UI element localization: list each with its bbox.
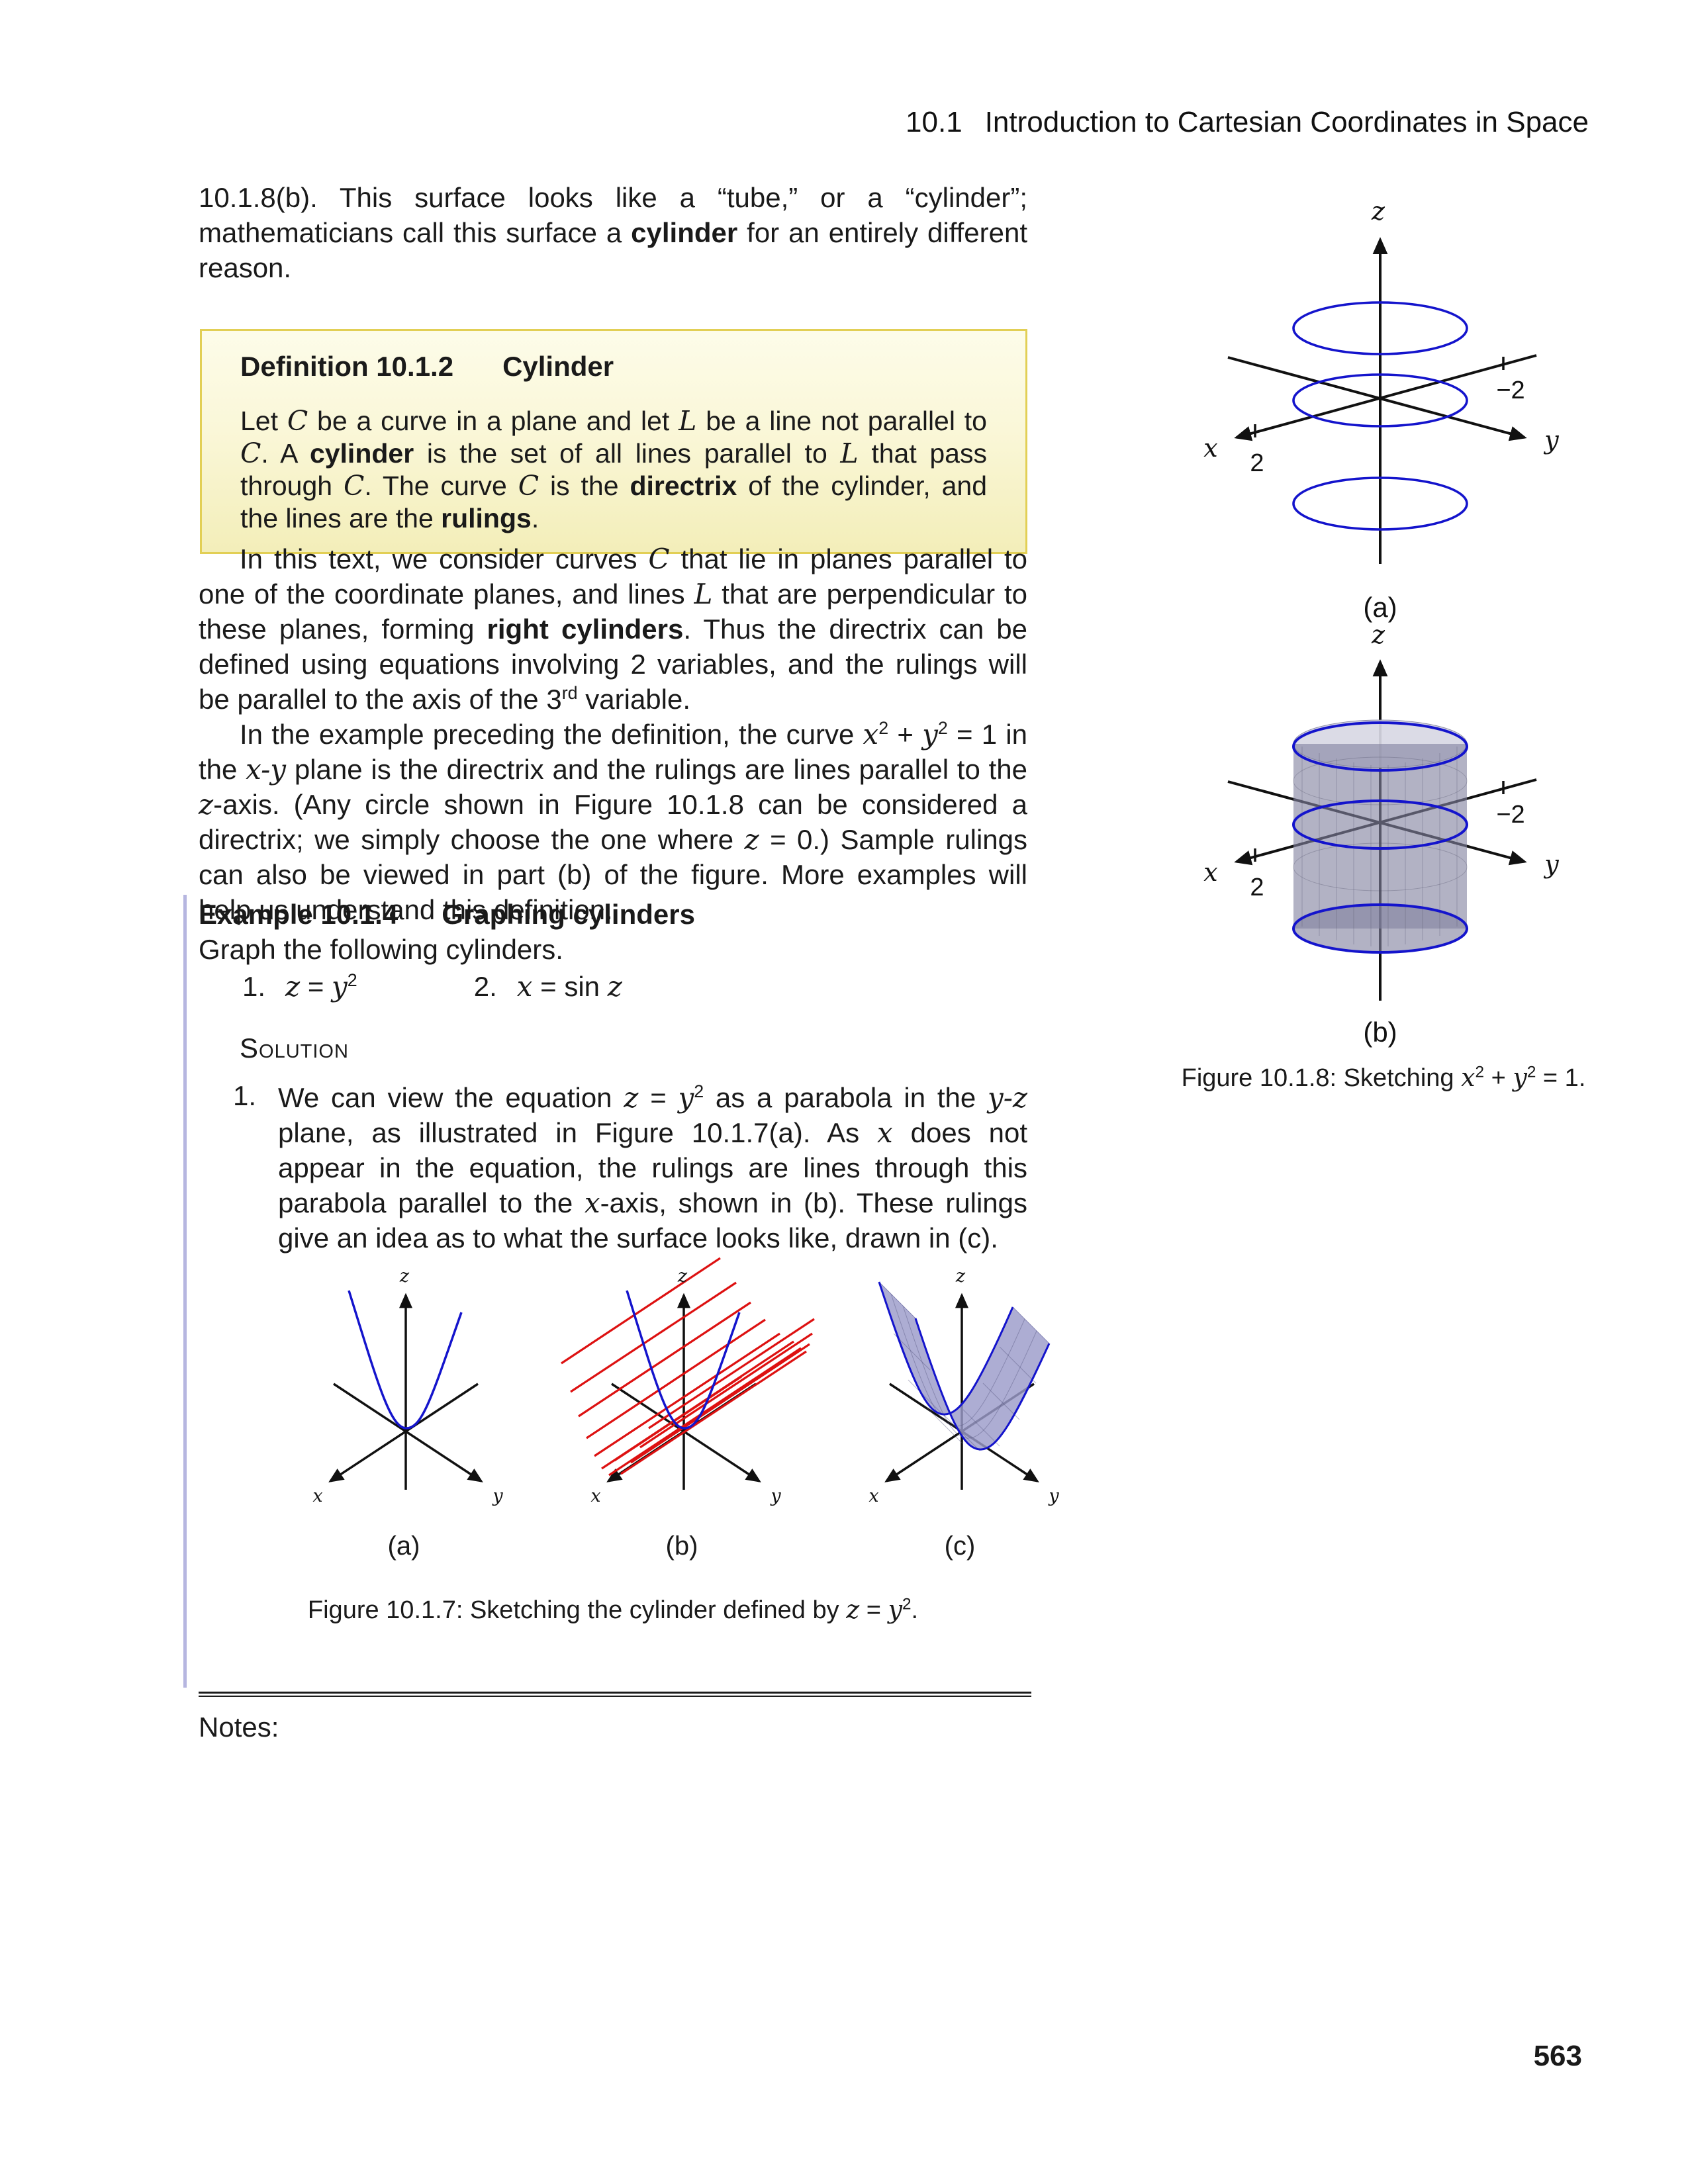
page-number: 563: [1533, 2040, 1582, 2072]
figure-10-1-7b-rulings: z x y: [561, 1257, 815, 1506]
definition-body: Let C be a curve in a plane and let L be…: [240, 405, 987, 533]
x-axis-label: x: [1203, 858, 1217, 887]
y-axis-label: y: [492, 1486, 503, 1506]
item-2-equation: x = sin z: [516, 970, 622, 1003]
paragraph-example-preceding: In the example preceding the definition,…: [199, 718, 1027, 925]
parabola-curve: [348, 1290, 463, 1430]
example-label: Example 10.1.4: [199, 899, 399, 930]
circle-traces: [1292, 721, 1468, 954]
example-margin-bar: [183, 895, 187, 1688]
figure-10-1-8b-cylinder: z x y 2 −2 (b): [1203, 620, 1559, 1048]
example-title: Graphing cylinders: [442, 899, 695, 930]
y-axis: [1227, 356, 1527, 441]
figure7-caption: Figure 10.1.7: Sketching the cylinder de…: [307, 1595, 919, 1624]
back-parabola-curve: [878, 1281, 1014, 1416]
y-axis: [611, 1383, 761, 1482]
solution-heading: Solution: [240, 1032, 349, 1064]
section-title: Introduction to Cartesian Coordinates in…: [984, 106, 1589, 138]
x-tick-label-2: 2: [1250, 874, 1264, 901]
x-axis-label: x: [1203, 433, 1217, 463]
z-axis-label: z: [1371, 197, 1385, 226]
item-2-number: 2.: [473, 971, 497, 1002]
definition-label: Definition 10.1.2: [240, 351, 454, 382]
item-1-equation: z = y2: [285, 970, 357, 1003]
body-paragraphs: In this text, we consider curves C that …: [199, 541, 1027, 927]
example-heading: Example 10.1.4 Graphing cylinders: [199, 899, 1027, 931]
z-axis-label: z: [677, 1266, 688, 1287]
notes-divider: [199, 1692, 1031, 1697]
cylinder-bottom-disk: [1293, 905, 1467, 952]
definition-name: Cylinder: [502, 351, 614, 382]
x-axis: [1234, 354, 1537, 441]
front-parabola-curve: [914, 1318, 1051, 1451]
figure-10-1-7a-parabola: z x y: [312, 1266, 503, 1506]
z-axis-label: z: [955, 1266, 966, 1287]
figure-10-1-7c-surface: z x y: [868, 1266, 1059, 1506]
solution-item-number: 1.: [233, 1080, 257, 1111]
figure8b-sublabel: (b): [1363, 1017, 1397, 1048]
z-axis-label: z: [1371, 620, 1385, 649]
figure8a-sublabel: (a): [1363, 592, 1397, 623]
figure7b-sublabel: (b): [665, 1531, 698, 1561]
example-intro: Graph the following cylinders.: [199, 934, 563, 965]
section-number: 10.1: [906, 106, 962, 138]
x-tick-label-neg2: −2: [1496, 801, 1524, 829]
x-tick-label-2: 2: [1250, 449, 1264, 477]
figure8-caption: Figure 10.1.8: Sketching x2 + y2 = 1.: [1181, 1063, 1586, 1092]
y-axis-label: y: [770, 1486, 781, 1506]
running-head: 10.1 Introduction to Cartesian Coordinate…: [728, 106, 1589, 139]
figure-10-1-8a-circles: z x y 2 −2 (a): [1203, 197, 1559, 623]
solution-item-text: We can view the equation z = y2 as a par…: [278, 1081, 1028, 1253]
definition-title: Definition 10.1.2 Cylinder: [240, 351, 987, 383]
y-axis-label: y: [1543, 850, 1559, 879]
y-axis-label: y: [1048, 1486, 1059, 1506]
x-axis-label: x: [868, 1486, 878, 1506]
paragraph-right-cylinders: In this text, we consider curves C that …: [199, 543, 1028, 715]
x-axis-label: x: [312, 1486, 322, 1506]
x-axis: [328, 1383, 479, 1482]
z-axis-label: z: [399, 1266, 410, 1287]
item-1-number: 1.: [242, 971, 266, 1002]
x-axis-label: x: [590, 1486, 600, 1506]
notes-label: Notes:: [199, 1711, 279, 1743]
x-tick-label-neg2: −2: [1496, 377, 1524, 404]
cylinder-body: [1293, 744, 1467, 929]
circle-traces: [1292, 301, 1468, 531]
intro-paragraph: 10.1.8(b). This surface looks like a “tu…: [199, 182, 1027, 283]
y-axis-label: y: [1543, 426, 1559, 455]
ruling-lines: [561, 1257, 815, 1477]
example-items: 1. z = y2 2. x = sin z: [199, 970, 1027, 1003]
cylinder-mesh: [1293, 747, 1468, 946]
figure7c-sublabel: (c): [944, 1531, 976, 1561]
y-axis: [333, 1383, 483, 1482]
parabola-curve: [626, 1290, 741, 1430]
figure7a-sublabel: (a): [387, 1531, 420, 1561]
definition-box: Definition 10.1.2 Cylinder Let C be a cur…: [200, 329, 1027, 554]
